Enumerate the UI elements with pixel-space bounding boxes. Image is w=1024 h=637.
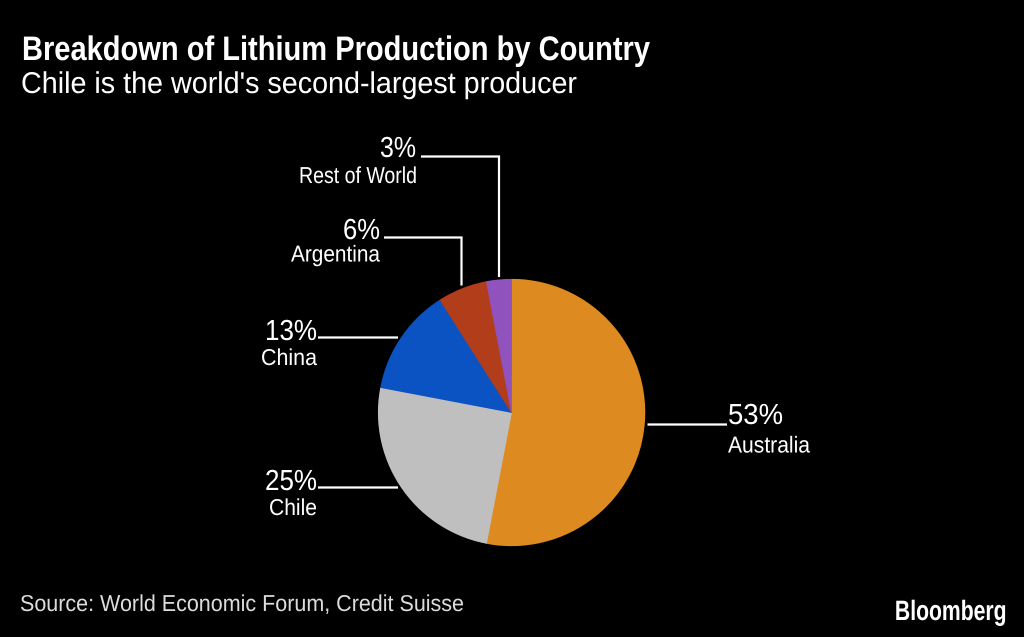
svg-text:China: China (261, 344, 317, 370)
svg-text:Chile is the world's second-la: Chile is the world's second-largest prod… (21, 67, 577, 100)
svg-text:6%: 6% (343, 214, 380, 246)
svg-text:Rest of World: Rest of World (299, 162, 417, 188)
svg-text:53%: 53% (728, 399, 783, 431)
svg-text:3%: 3% (380, 132, 416, 164)
svg-text:Chile: Chile (269, 494, 317, 520)
svg-text:Argentina: Argentina (291, 241, 380, 267)
svg-text:13%: 13% (265, 315, 317, 347)
svg-text:Bloomberg: Bloomberg (895, 595, 1007, 626)
svg-text:Breakdown of Lithium Productio: Breakdown of Lithium Production by Count… (22, 30, 650, 68)
svg-text:Australia: Australia (728, 432, 810, 458)
svg-text:25%: 25% (265, 465, 317, 497)
svg-text:Source: World Economic Forum,: Source: World Economic Forum, Credit Sui… (20, 590, 464, 616)
